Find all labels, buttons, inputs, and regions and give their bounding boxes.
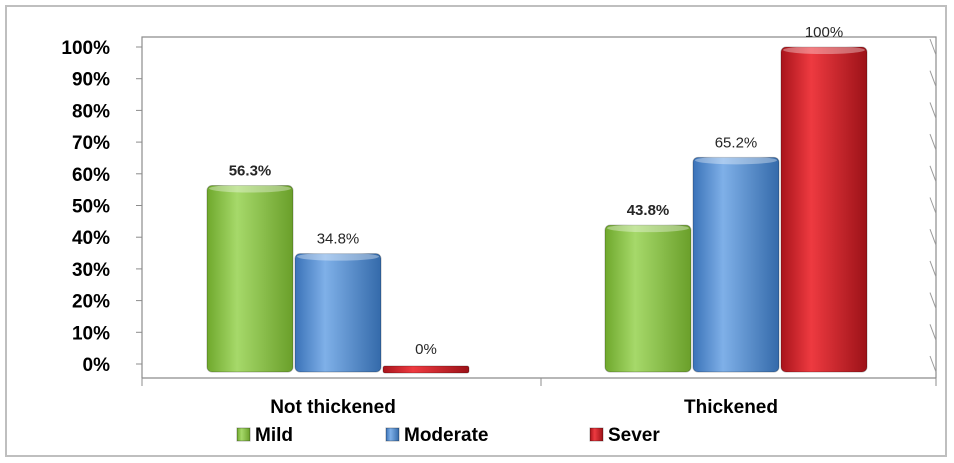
x-category-label: Not thickened [270, 397, 396, 418]
y-tick-label: 70% [72, 133, 110, 154]
y-tick-label: 0% [83, 355, 111, 376]
y-tick-mark-right [929, 102, 937, 119]
y-tick-mark-right [929, 197, 937, 214]
data-label: 56.3% [229, 163, 272, 180]
bar-top-highlight [695, 156, 777, 165]
legend-swatch [236, 427, 251, 442]
data-label: 0% [415, 341, 437, 358]
bar [206, 185, 294, 373]
y-tick-label: 30% [72, 260, 110, 281]
y-tick-mark-right [929, 355, 937, 373]
x-category-label: Thickened [684, 397, 778, 418]
y-tick-mark-right [929, 165, 937, 182]
legend-swatch [385, 427, 400, 442]
y-tick-label: 90% [72, 70, 110, 91]
bar [692, 156, 780, 373]
y-tick-label: 100% [61, 38, 110, 59]
y-tick-mark-right [929, 229, 937, 246]
y-tick-mark-right [929, 133, 937, 151]
y-tick-label: 60% [72, 165, 110, 186]
legend-item: Mild [236, 425, 293, 446]
y-tick-mark-right [929, 38, 937, 56]
bar-top-highlight [209, 184, 291, 193]
y-tick-label: 50% [72, 197, 110, 218]
legend-label: Moderate [404, 425, 488, 446]
plot-wall [141, 36, 937, 378]
bar [780, 46, 868, 373]
y-tick-mark-right [929, 70, 937, 87]
data-label: 65.2% [715, 134, 758, 151]
bar [382, 365, 470, 374]
legend-label: Sever [608, 425, 660, 446]
y-tick-mark-right [929, 292, 937, 309]
bar [604, 224, 692, 373]
y-tick-label: 40% [72, 228, 110, 249]
legend-swatch [589, 427, 604, 442]
y-tick-mark-right [929, 260, 937, 278]
data-label: 100% [805, 24, 843, 41]
bar [294, 253, 382, 373]
legend-item: Sever [589, 425, 660, 446]
y-tick-mark-right [929, 324, 937, 341]
data-label: 34.8% [317, 231, 360, 248]
y-tick-label: 10% [72, 323, 110, 344]
data-label: 43.8% [627, 202, 670, 219]
legend-item: Moderate [385, 425, 488, 446]
bar-top-highlight [297, 252, 379, 261]
y-tick-label: 20% [72, 292, 110, 313]
bar-top-highlight [607, 224, 689, 233]
bar-top-highlight [783, 46, 865, 54]
y-tick-label: 80% [72, 101, 110, 122]
legend-label: Mild [255, 425, 293, 446]
